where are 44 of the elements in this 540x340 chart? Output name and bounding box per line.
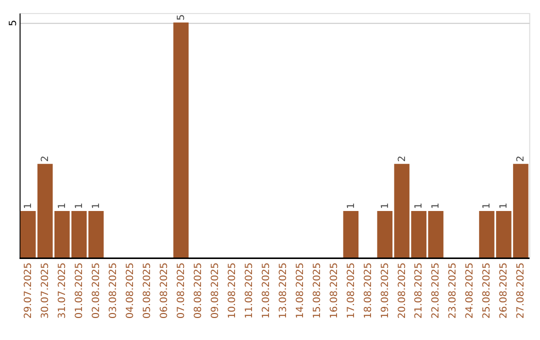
x-tick-label: 18.08.2025 [362, 262, 374, 319]
x-tick-label: 30.07.2025 [40, 262, 52, 319]
x-tick-label: 01.08.2025 [74, 262, 85, 319]
data-label: 1 [74, 202, 85, 209]
x-tick-label: 02.08.2025 [90, 262, 102, 319]
x-tick-label: 27.08.2025 [516, 262, 527, 319]
x-tick-label: 04.08.2025 [124, 262, 136, 319]
data-label: 1 [57, 202, 68, 209]
data-label: 1 [498, 202, 510, 209]
data-label: 1 [380, 202, 391, 209]
x-tick-label: 10.08.2025 [226, 262, 238, 319]
x-tick-label: 05.08.2025 [142, 262, 153, 319]
x-tick-label: 15.08.2025 [312, 262, 323, 319]
data-label: 2 [40, 156, 52, 162]
data-label: 2 [516, 156, 527, 162]
x-tick-label: 25.08.2025 [482, 262, 493, 319]
x-tick-label: 17.08.2025 [346, 262, 357, 319]
data-label: 1 [90, 202, 102, 209]
x-tick-label: 11.08.2025 [244, 262, 255, 319]
x-tick-label: 21.08.2025 [414, 262, 425, 319]
data-label: 1 [414, 202, 425, 209]
x-tick-label: 08.08.2025 [192, 262, 204, 319]
x-tick-label: 24.08.2025 [464, 262, 476, 319]
data-label: 2 [396, 156, 408, 162]
x-tick-label: 23.08.2025 [448, 262, 459, 319]
x-tick-label: 22.08.2025 [430, 262, 442, 319]
x-tick-label: 03.08.2025 [108, 262, 119, 319]
x-tick-label: 14.08.2025 [294, 262, 306, 319]
x-tick-label: 06.08.2025 [158, 262, 170, 319]
data-label: 1 [430, 202, 442, 209]
x-tick-label: 09.08.2025 [210, 262, 221, 319]
x-tick-label: 16.08.2025 [328, 262, 340, 319]
x-tick-label: 29.07.2025 [23, 262, 34, 319]
x-tick-label: 13.08.2025 [278, 262, 289, 319]
x-tick-label: 26.08.2025 [498, 262, 510, 319]
x-tick-label: 07.08.2025 [176, 262, 187, 319]
data-label: 1 [482, 202, 493, 209]
x-tick-label: 12.08.2025 [260, 262, 272, 319]
data-label: 5 [176, 14, 187, 21]
x-tick-label: 19.08.2025 [380, 262, 391, 319]
data-label: 1 [346, 202, 357, 209]
data-label: 1 [23, 202, 34, 209]
x-tick-label: 31.07.2025 [57, 262, 68, 319]
x-tick-label: 20.08.2025 [396, 262, 408, 319]
